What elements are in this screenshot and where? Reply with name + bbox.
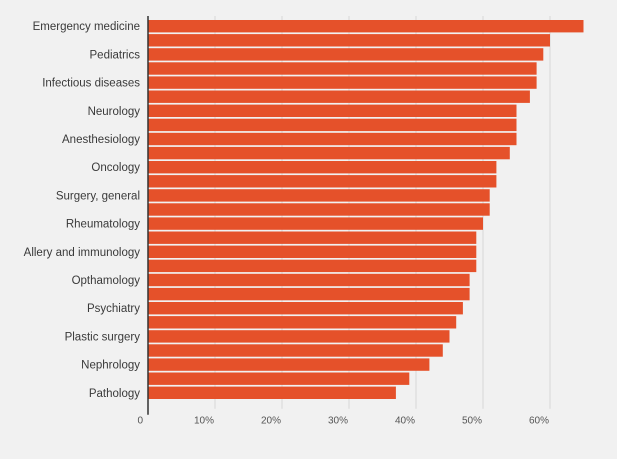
bar <box>148 386 396 399</box>
bar <box>148 146 510 160</box>
bar <box>148 62 537 75</box>
bar <box>148 273 470 287</box>
x-tick-label: 40% <box>395 416 415 427</box>
bar <box>148 175 497 188</box>
category-label: Allery and immunology <box>24 247 141 259</box>
bar <box>148 203 490 216</box>
category-label: Nephrology <box>81 360 140 372</box>
bar <box>148 76 537 89</box>
category-label: Surgery, general <box>56 190 140 202</box>
bar <box>148 316 457 329</box>
bar <box>148 330 450 343</box>
x-tick-label: 50% <box>462 416 482 427</box>
category-label: Pathology <box>89 388 140 400</box>
bar <box>148 48 544 61</box>
category-label: Pediatrics <box>90 49 141 61</box>
x-tick-label: 20% <box>261 416 281 427</box>
bar <box>148 132 517 146</box>
bar <box>148 34 550 47</box>
bar <box>148 372 410 385</box>
category-label: Rheumatology <box>66 219 140 231</box>
bar <box>148 189 490 202</box>
bar <box>148 217 483 230</box>
bar <box>148 20 584 33</box>
category-label: Infectious diseases <box>42 78 140 90</box>
bars <box>148 20 584 399</box>
x-tick-label: 0 <box>137 416 143 427</box>
bar <box>148 259 477 273</box>
category-label: Emergency medicine <box>33 21 140 33</box>
bar <box>148 231 477 244</box>
bar <box>148 245 477 258</box>
x-tick-label: 10% <box>194 416 214 427</box>
bar <box>148 118 517 132</box>
bar <box>148 358 430 371</box>
category-label: Plastic surgery <box>65 331 141 343</box>
bar <box>148 90 530 103</box>
category-label: Oncology <box>91 162 140 174</box>
bar <box>148 104 517 117</box>
category-label: Anesthesiology <box>62 134 140 146</box>
x-tick-label: 60% <box>529 416 549 427</box>
x-tick-labels: 0 10% 20% 30% 40% 50% 60% <box>137 416 549 427</box>
category-label: Opthamology <box>72 275 141 287</box>
bar <box>148 161 497 174</box>
category-label: Neurology <box>88 106 141 118</box>
bar <box>148 287 470 301</box>
x-tick-label: 30% <box>328 416 348 427</box>
category-labels: Emergency medicine Pediatrics Infectious d… <box>24 21 141 400</box>
bar <box>148 302 463 315</box>
bar <box>148 344 443 357</box>
category-label: Psychiatry <box>87 303 140 315</box>
